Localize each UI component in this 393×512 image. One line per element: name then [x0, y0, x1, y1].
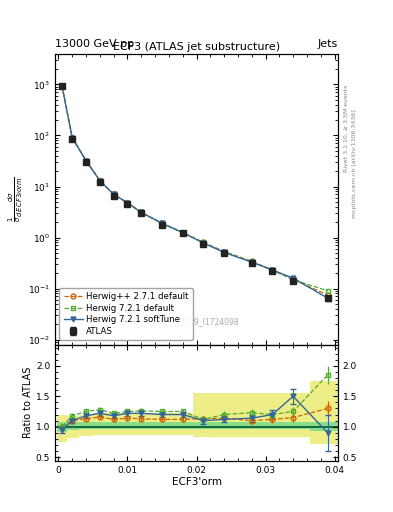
- Text: ATLAS_2019_I1724098: ATLAS_2019_I1724098: [153, 317, 240, 326]
- Text: 13000 GeV pp: 13000 GeV pp: [55, 38, 134, 49]
- Text: Rivet 3.1.10, ≥ 3.5M events: Rivet 3.1.10, ≥ 3.5M events: [344, 84, 349, 172]
- Text: Jets: Jets: [318, 38, 338, 49]
- Y-axis label: $\frac{1}{\sigma}\frac{d\sigma}{d\,ECF3\prime orm}$: $\frac{1}{\sigma}\frac{d\sigma}{d\,ECF3\…: [7, 176, 25, 222]
- Legend: Herwig++ 2.7.1 default, Herwig 7.2.1 default, Herwig 7.2.1 softTune, ATLAS: Herwig++ 2.7.1 default, Herwig 7.2.1 def…: [59, 288, 193, 340]
- X-axis label: ECF3'orm: ECF3'orm: [171, 477, 222, 487]
- Text: mcplots.cern.ch [arXiv:1306.3436]: mcplots.cern.ch [arXiv:1306.3436]: [352, 110, 357, 218]
- Y-axis label: Ratio to ATLAS: Ratio to ATLAS: [23, 367, 33, 438]
- Title: ECF3 (ATLAS jet substructure): ECF3 (ATLAS jet substructure): [113, 41, 280, 52]
